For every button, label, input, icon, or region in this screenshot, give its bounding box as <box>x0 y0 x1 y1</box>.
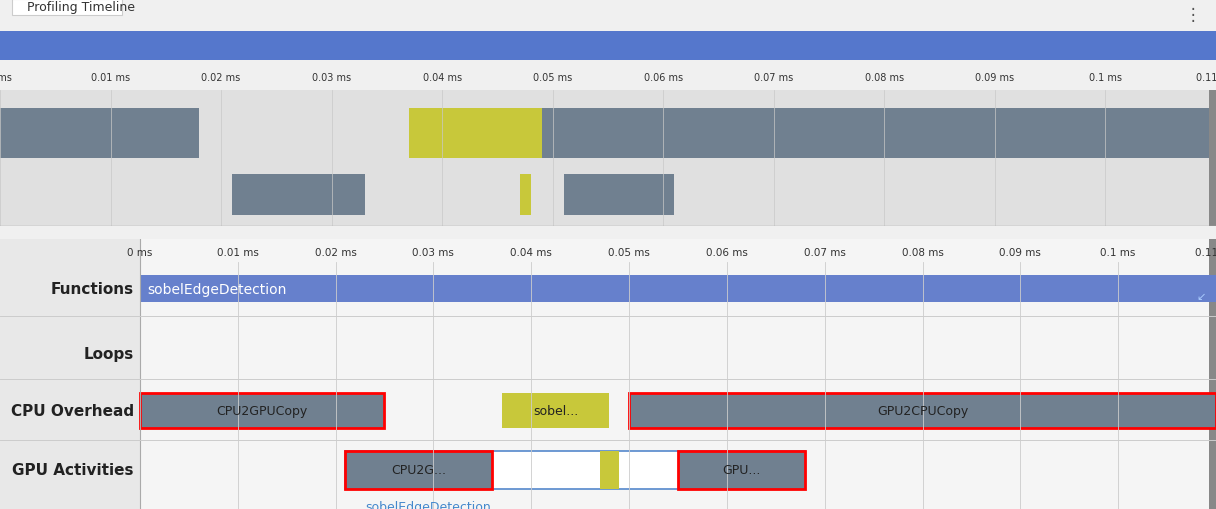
Text: 0.11 ms: 0.11 ms <box>1197 72 1216 82</box>
Text: 0 ms: 0 ms <box>128 248 152 258</box>
Text: CPU2GPUCopy: CPU2GPUCopy <box>216 404 308 417</box>
Text: 0.07 ms: 0.07 ms <box>754 72 794 82</box>
Text: 0.09 ms: 0.09 ms <box>1000 248 1041 258</box>
Text: 0.11 ms: 0.11 ms <box>1195 248 1216 258</box>
Bar <box>345 451 492 489</box>
Text: 0.03 ms: 0.03 ms <box>412 248 455 258</box>
Text: sobel...: sobel... <box>533 404 579 417</box>
Text: CPU2G...: CPU2G... <box>392 463 446 476</box>
Text: GPU...: GPU... <box>722 463 761 476</box>
Text: GPU Activities: GPU Activities <box>12 462 134 477</box>
Text: 0.1 ms: 0.1 ms <box>1090 72 1122 82</box>
Bar <box>677 451 805 489</box>
Text: ⋮: ⋮ <box>1184 6 1201 24</box>
Text: 0.04 ms: 0.04 ms <box>511 248 552 258</box>
Text: CPU Overhead: CPU Overhead <box>11 403 134 418</box>
Text: GPU2CPUCopy: GPU2CPUCopy <box>877 404 968 417</box>
Bar <box>0 0 1216 27</box>
Bar <box>140 393 384 428</box>
Text: 0 ms: 0 ms <box>0 72 12 82</box>
Bar <box>1209 239 1216 509</box>
Text: sobelEdgeDetection: sobelEdgeDetection <box>365 499 490 509</box>
Bar <box>232 175 365 215</box>
Text: Functions: Functions <box>51 281 134 297</box>
Text: 0.02 ms: 0.02 ms <box>315 248 356 258</box>
Bar <box>0 239 140 509</box>
Text: 0.03 ms: 0.03 ms <box>313 72 351 82</box>
Text: 0.07 ms: 0.07 ms <box>804 248 845 258</box>
Bar <box>599 451 619 489</box>
Text: 0.04 ms: 0.04 ms <box>423 72 462 82</box>
Bar <box>345 451 492 489</box>
Bar <box>345 451 805 489</box>
Bar <box>140 276 1216 303</box>
Text: 0.06 ms: 0.06 ms <box>706 248 748 258</box>
Bar <box>629 393 1216 428</box>
Bar <box>140 393 384 428</box>
Text: 0.05 ms: 0.05 ms <box>533 72 573 82</box>
Text: 0.01 ms: 0.01 ms <box>216 248 259 258</box>
Bar <box>629 393 1216 428</box>
Bar <box>0 91 1216 227</box>
Text: Profiling Timeline: Profiling Timeline <box>27 2 135 14</box>
Bar <box>502 393 609 428</box>
Bar <box>541 109 1216 158</box>
Text: 0.05 ms: 0.05 ms <box>608 248 649 258</box>
Bar <box>140 239 1216 509</box>
Text: 0.01 ms: 0.01 ms <box>91 72 130 82</box>
Bar <box>0 32 1216 61</box>
Text: 0.09 ms: 0.09 ms <box>975 72 1014 82</box>
Text: 0.02 ms: 0.02 ms <box>202 72 241 82</box>
Bar <box>1209 91 1216 227</box>
Bar <box>409 109 541 158</box>
Text: 0.1 ms: 0.1 ms <box>1100 248 1136 258</box>
Text: sobelEdgeDetection: sobelEdgeDetection <box>147 282 287 296</box>
Bar <box>345 451 805 489</box>
Bar <box>519 175 530 215</box>
Bar <box>0 109 199 158</box>
Text: Loops: Loops <box>84 347 134 361</box>
Text: ↙: ↙ <box>1197 291 1206 301</box>
Text: 0.08 ms: 0.08 ms <box>901 248 944 258</box>
Bar <box>564 175 675 215</box>
Text: 0.06 ms: 0.06 ms <box>643 72 683 82</box>
Bar <box>12 0 122 16</box>
Text: 0.08 ms: 0.08 ms <box>865 72 903 82</box>
Bar <box>677 451 805 489</box>
